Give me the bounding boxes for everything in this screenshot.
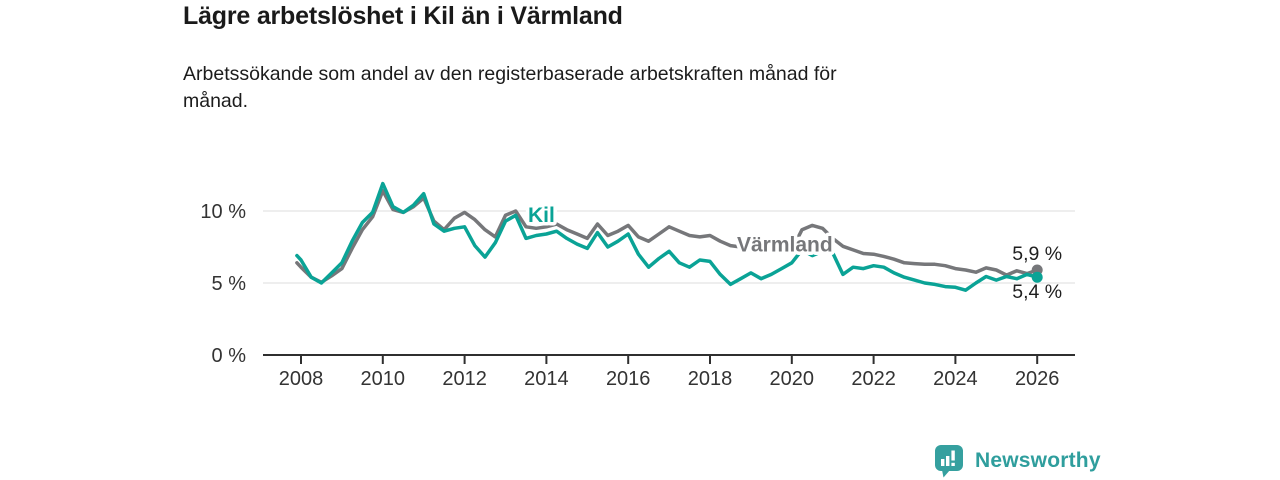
series-label-varmland: Värmland <box>737 233 833 256</box>
varmland-line <box>295 189 1039 285</box>
newsworthy-logo-icon <box>935 445 963 478</box>
x-axis-tick-label: 2016 <box>606 368 651 390</box>
newsworthy-logo: Newsworthy <box>932 443 1101 479</box>
chart-subtitle: Arbetssökande som andel av den registerb… <box>183 63 837 112</box>
y-axis-tick-label: 0 % <box>212 345 247 367</box>
newsworthy-brand-text: Newsworthy <box>975 449 1101 472</box>
x-axis-tick-label: 2008 <box>279 368 324 390</box>
x-axis-tick-label: 2014 <box>524 368 569 390</box>
x-axis-tick-label: 2026 <box>1015 368 1060 390</box>
series-label-kil: Kil <box>528 204 555 227</box>
kil-line <box>295 181 1039 292</box>
x-axis-tick-label: 2022 <box>851 368 896 390</box>
end-value-label-kil: 5,4 % <box>1012 281 1062 303</box>
x-axis-tick-label: 2024 <box>933 368 978 390</box>
x-axis-tick-label: 2012 <box>442 368 487 390</box>
y-axis-tick-label: 10 % <box>200 201 246 223</box>
y-axis-tick-label: 5 % <box>212 273 247 295</box>
end-value-label-varmland: 5,9 % <box>1012 243 1062 265</box>
x-axis-tick-label: 2020 <box>770 368 815 390</box>
x-axis-tick-label: 2010 <box>361 368 406 390</box>
x-axis-tick-label: 2018 <box>688 368 733 390</box>
chart-title: Lägre arbetslöshet i Kil än i Värmland <box>183 2 623 30</box>
kil-end-dot <box>1031 271 1043 283</box>
